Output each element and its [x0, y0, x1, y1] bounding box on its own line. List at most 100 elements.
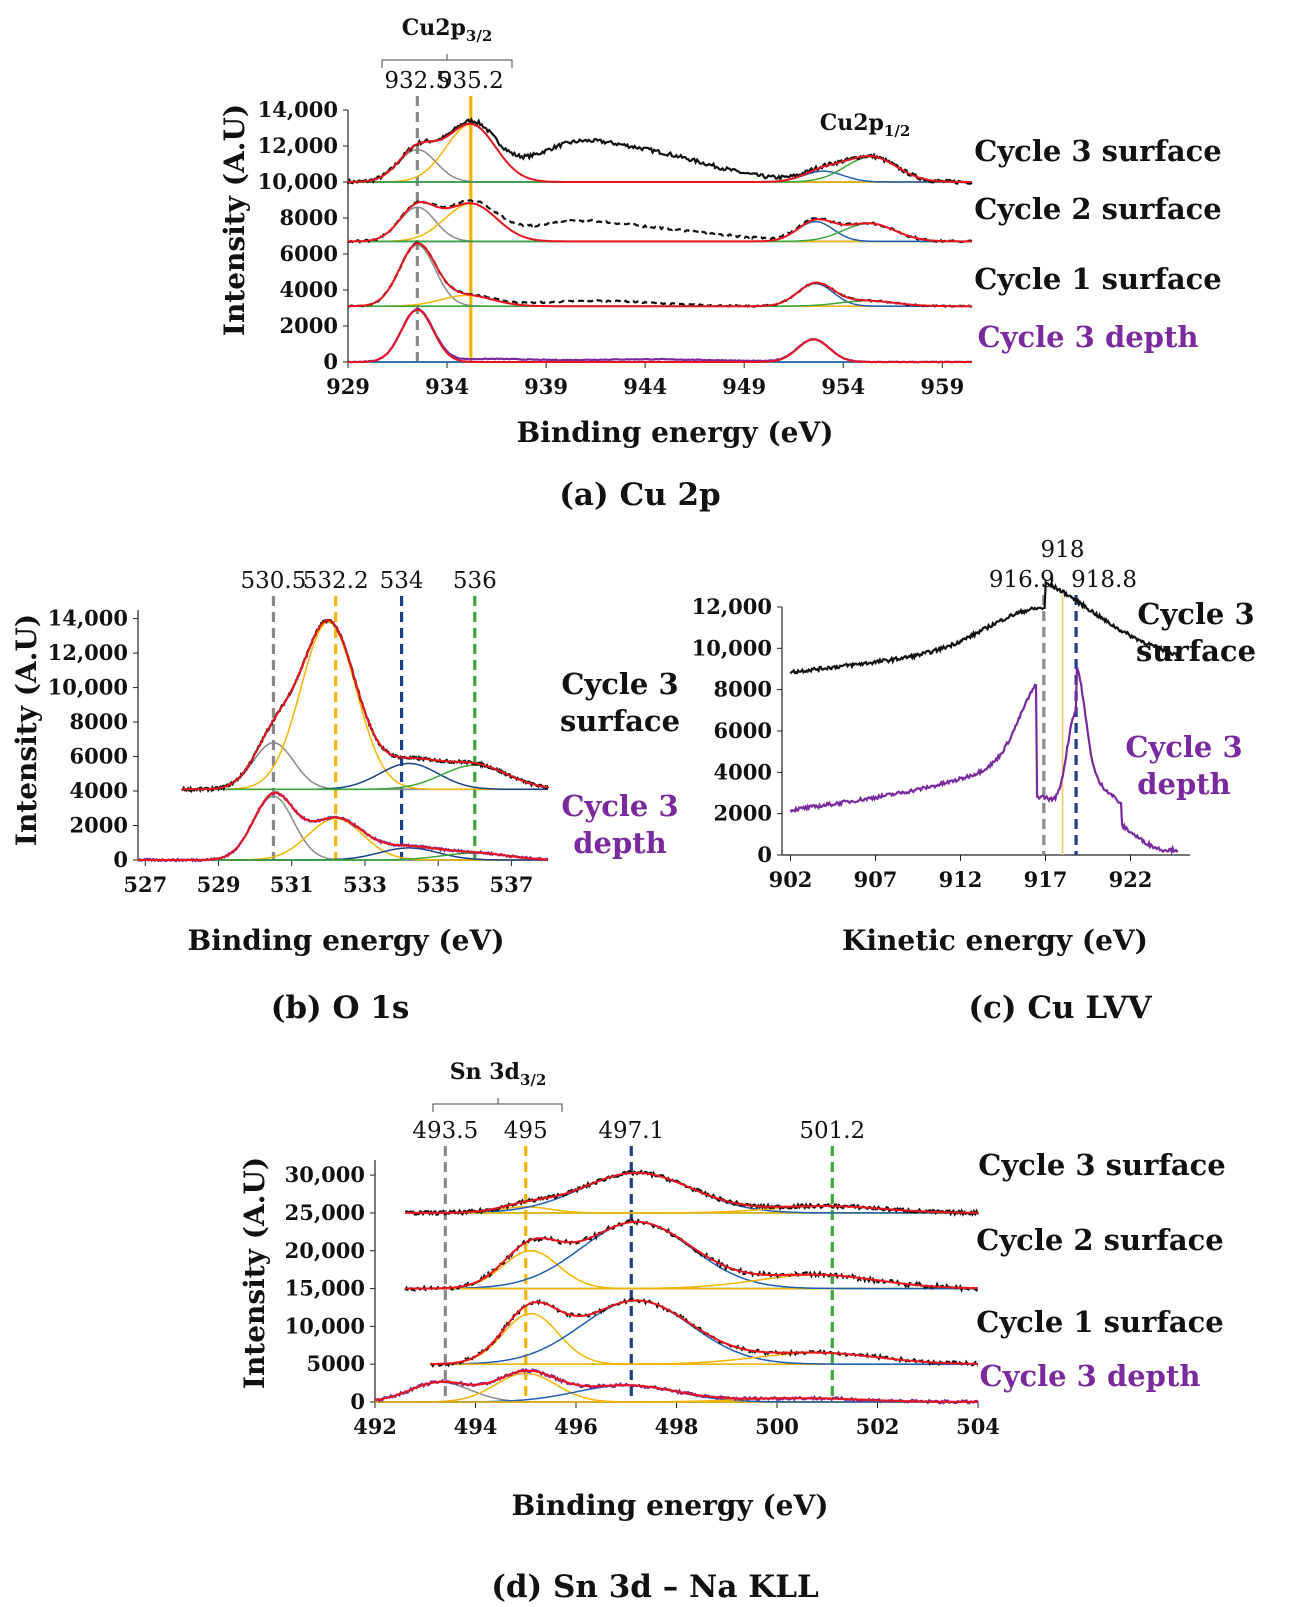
- fit-component: [405, 1172, 978, 1214]
- series-label: Cycle 3 depth: [561, 789, 678, 860]
- series-label: Cycle 3 depth: [980, 1359, 1201, 1393]
- fit-envelope: [181, 619, 549, 791]
- x-tick-label: 949: [722, 374, 766, 399]
- x-tick-label: 533: [343, 872, 387, 897]
- y-tick-label: 6000: [714, 718, 772, 743]
- peak-label: 916.9: [989, 567, 1055, 593]
- xlabel-b: Binding energy (eV): [188, 924, 505, 957]
- group-label-2-sub: 1/2: [884, 122, 910, 140]
- y-tick-label: 12,000: [692, 594, 772, 619]
- experimental-curve: [181, 618, 549, 794]
- y-tick-label: 2000: [70, 813, 128, 838]
- x-tick-label: 939: [524, 374, 568, 399]
- peak-label: 932.5: [384, 68, 450, 94]
- x-tick-label: 959: [920, 374, 964, 399]
- x-tick-label: 529: [197, 872, 241, 897]
- series-label: Cycle 3 surface: [560, 667, 680, 738]
- series-label-line: surface: [1136, 634, 1256, 668]
- ylabel-a: Intensity (A.U): [218, 104, 251, 336]
- experimental-curve: [404, 1217, 979, 1294]
- x-tick-label: 929: [326, 374, 370, 399]
- y-tick-label: 10,000: [285, 1313, 365, 1338]
- caption-b: (b) O 1s: [271, 990, 410, 1026]
- x-tick-label: 944: [623, 374, 667, 399]
- x-tick-label: 922: [1109, 867, 1153, 892]
- y-tick-label: 10,000: [258, 169, 338, 194]
- peak-label: 536: [453, 568, 497, 594]
- series-label: Cycle 2 surface: [974, 192, 1222, 226]
- series-label: Cycle 3 depth: [978, 320, 1199, 354]
- y-tick-label: 6000: [280, 241, 338, 266]
- y-tick-label: 4000: [280, 277, 338, 302]
- y-tick-label: 20,000: [285, 1238, 365, 1263]
- x-tick-label: 907: [854, 867, 898, 892]
- fit-component: [405, 1221, 978, 1290]
- x-tick-label: 492: [353, 1414, 397, 1439]
- fit-component: [181, 621, 548, 791]
- group-bracket: [432, 1098, 563, 1112]
- fit-envelope: [348, 242, 972, 308]
- y-tick-label: 2000: [714, 801, 772, 826]
- series-label-line: Cycle 3: [561, 667, 678, 701]
- fit-component: [348, 170, 972, 183]
- fit-component: [348, 309, 972, 363]
- y-tick-label: 14,000: [258, 97, 338, 122]
- series-label-line: surface: [560, 704, 680, 738]
- y-tick-label: 0: [113, 847, 128, 872]
- series-label: Cycle 1 surface: [974, 262, 1222, 296]
- fit-envelope: [430, 1299, 979, 1366]
- peak-label: 532.2: [303, 568, 369, 594]
- y-tick-label: 25,000: [285, 1200, 365, 1225]
- fit-component: [348, 156, 972, 183]
- plot-culvv: 902 907 912 917 922 0 2000 4000 6000 8000 10,000 12…: [692, 537, 1256, 892]
- x-tick-label: 902: [769, 867, 813, 892]
- x-tick-label: 502: [856, 1414, 900, 1439]
- experimental-curve: [405, 1169, 980, 1217]
- experimental-curve: [789, 578, 1179, 675]
- fit-component: [138, 795, 548, 861]
- peak-label: 495: [504, 1118, 548, 1144]
- fit-component: [348, 202, 972, 243]
- peak-label: 493.5: [412, 1118, 478, 1144]
- caption-c: (c) Cu LVV: [968, 990, 1152, 1026]
- y-tick-label: 14,000: [48, 606, 128, 631]
- x-tick-label: 537: [489, 872, 533, 897]
- peak-label: 530.5: [241, 568, 307, 594]
- plot-o1s: 527 529 531 533 535 537 0 2000 4000 6000 8000 10,00…: [48, 568, 680, 897]
- y-tick-label: 0: [323, 349, 338, 374]
- peak-label: 501.2: [799, 1118, 865, 1144]
- fit-envelope: [348, 201, 972, 243]
- caption-d: (d) Sn 3d – Na KLL: [491, 1569, 819, 1605]
- group-label-sub: 3/2: [520, 1071, 546, 1089]
- y-tick-label: 4000: [714, 759, 772, 784]
- y-tick-label: 30,000: [285, 1162, 365, 1187]
- fit-component: [430, 1312, 978, 1365]
- x-tick-label: 504: [956, 1414, 1000, 1439]
- series-label-line: Cycle 3: [1125, 730, 1242, 764]
- series-label: Cycle 1 surface: [976, 1305, 1224, 1339]
- x-tick-label: 954: [821, 374, 865, 399]
- group-label: Sn 3d3/2: [450, 1059, 547, 1089]
- plot-cu2p: 929 934 939 944 949 954 959 0 2000 4000 6000 8000 10…: [258, 15, 1222, 399]
- series-label-line: Cycle 3: [561, 789, 678, 823]
- fit-component: [181, 742, 548, 791]
- peak-label: 935.2: [438, 68, 504, 94]
- fit-envelope: [348, 308, 972, 363]
- y-tick-label: 8000: [280, 205, 338, 230]
- x-tick-label: 496: [554, 1414, 598, 1439]
- group-label-2: Cu2p1/2: [820, 110, 911, 140]
- xlabel-c: Kinetic energy (eV): [842, 924, 1148, 957]
- fit-envelope: [405, 1220, 979, 1290]
- x-tick-label: 912: [939, 867, 983, 892]
- y-tick-label: 15,000: [285, 1276, 365, 1301]
- series-label-line: depth: [1137, 767, 1231, 801]
- y-tick-label: 0: [757, 842, 772, 867]
- experimental-curve: [789, 666, 1179, 856]
- plot-sn3d: 492 494 496 498 500 502 504 0 5000 10,000 15,000 20…: [285, 1059, 1226, 1439]
- experimental-curve: [347, 307, 973, 364]
- xlabel-d: Binding energy (eV): [512, 1489, 829, 1522]
- x-tick-label: 494: [454, 1414, 498, 1439]
- fit-envelope: [348, 122, 972, 183]
- ylabel-d: Intensity (A.U): [238, 1157, 271, 1389]
